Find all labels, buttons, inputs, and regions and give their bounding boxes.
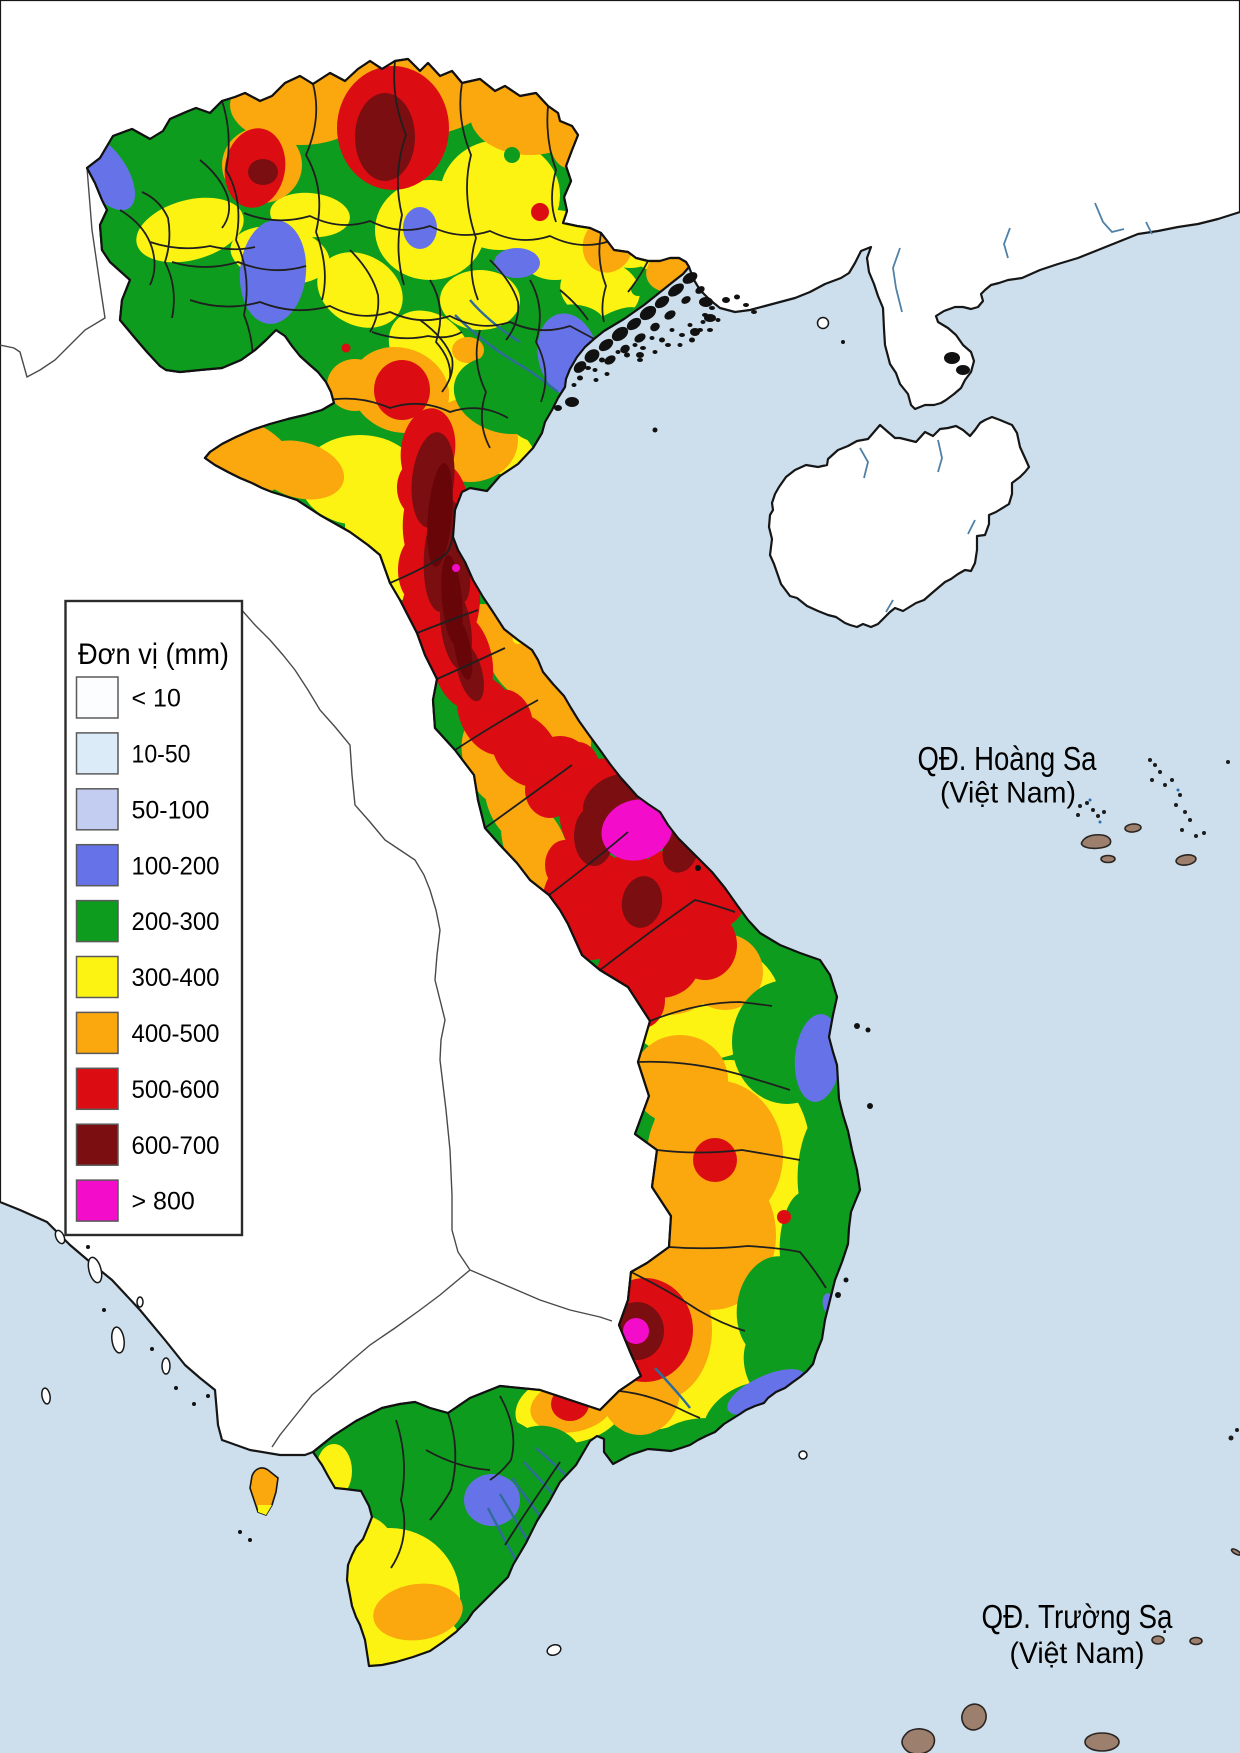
svg-text:500-600: 500-600	[132, 1076, 220, 1104]
svg-text:QĐ. Hoàng Sa: QĐ. Hoàng Sa	[918, 740, 1098, 777]
svg-text:QĐ. Trường Sạ: QĐ. Trường Sạ	[982, 1598, 1174, 1635]
svg-text:(Việt Nam): (Việt Nam)	[940, 777, 1076, 810]
svg-text:(Việt Nam): (Việt Nam)	[1010, 1637, 1145, 1670]
svg-text:Đơn vị (mm): Đơn vị (mm)	[78, 638, 229, 671]
svg-text:< 10: < 10	[132, 685, 181, 713]
svg-text:600-700: 600-700	[132, 1132, 220, 1160]
svg-text:> 800: > 800	[132, 1188, 195, 1216]
svg-text:50-100: 50-100	[132, 796, 210, 824]
svg-text:100-200: 100-200	[132, 852, 220, 880]
svg-text:300-400: 300-400	[132, 964, 220, 992]
svg-text:10-50: 10-50	[132, 741, 191, 769]
svg-text:200-300: 200-300	[132, 908, 220, 936]
svg-text:400-500: 400-500	[132, 1020, 220, 1048]
